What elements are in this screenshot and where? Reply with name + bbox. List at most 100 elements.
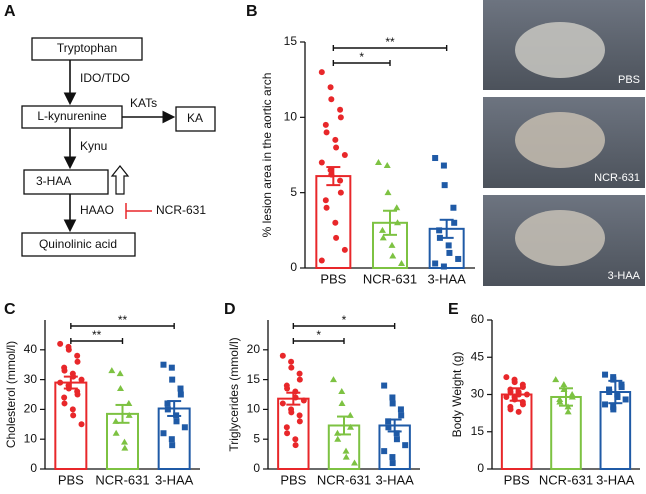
data-point <box>333 234 340 241</box>
data-point <box>318 257 325 264</box>
edge-label: KATs <box>130 96 157 110</box>
data-point <box>288 358 295 365</box>
data-point <box>455 255 462 262</box>
edge-label: HAAO <box>80 203 114 217</box>
data-point <box>394 219 402 226</box>
node-box <box>23 169 109 195</box>
significance-label: * <box>342 313 347 327</box>
data-point <box>181 424 188 431</box>
data-point <box>65 346 72 353</box>
data-point <box>507 406 514 413</box>
node-box <box>175 106 216 132</box>
data-point <box>552 376 560 383</box>
data-point <box>284 430 291 437</box>
significance-label: * <box>316 328 321 342</box>
data-point <box>381 448 388 455</box>
data-point <box>389 454 396 461</box>
x-tick-label: NCR-631 <box>95 472 149 487</box>
x-tick-label: PBS <box>280 472 306 487</box>
x-tick-label: 3-HAA <box>376 472 415 487</box>
data-point <box>57 379 64 386</box>
data-point <box>402 442 409 449</box>
data-point <box>318 159 325 166</box>
data-point <box>169 442 176 449</box>
data-point <box>389 394 396 401</box>
data-point <box>397 406 404 413</box>
data-point <box>322 197 329 204</box>
x-tick-label: NCR-631 <box>539 472 593 487</box>
data-point <box>378 226 386 233</box>
edge-label: IDO/TDO <box>80 71 130 85</box>
data-point <box>622 396 629 403</box>
data-point <box>389 400 396 407</box>
x-tick-label: PBS <box>320 271 346 286</box>
data-point <box>78 421 85 428</box>
photos: PBS NCR-631 3-HAA <box>483 0 645 286</box>
y-axis-label: Cholesterol (mmol/l) <box>4 341 18 448</box>
data-point <box>383 162 391 169</box>
data-point <box>602 401 609 408</box>
data-point <box>160 361 167 368</box>
panel-label: B <box>246 3 258 20</box>
data-point <box>560 381 568 388</box>
data-point <box>519 401 526 408</box>
node-label: Quinolinic acid <box>39 237 117 251</box>
data-point <box>116 370 124 377</box>
panel-label: D <box>224 301 236 318</box>
data-point <box>347 423 355 430</box>
data-point <box>327 84 334 91</box>
data-point <box>337 106 344 113</box>
y-tick-label: 40 <box>24 342 38 356</box>
data-point <box>389 252 397 259</box>
data-point <box>296 370 303 377</box>
data-point <box>108 367 116 374</box>
data-point <box>338 388 346 395</box>
significance-label: * <box>359 50 364 64</box>
node-label: L-kynurenine <box>37 109 107 123</box>
x-tick-label: PBS <box>504 472 530 487</box>
significance-label: ** <box>118 313 128 327</box>
data-point <box>338 399 346 406</box>
data-point <box>381 382 388 389</box>
data-point <box>507 389 514 396</box>
bar <box>500 393 533 470</box>
y-tick-label: 15 <box>247 372 261 386</box>
photo-label: PBS <box>618 74 640 86</box>
data-point <box>300 397 307 404</box>
data-point <box>296 412 303 419</box>
data-point <box>288 409 295 416</box>
data-point <box>169 376 176 383</box>
data-point <box>296 418 303 425</box>
data-point <box>74 358 81 365</box>
data-point <box>393 436 400 443</box>
panel-label: C <box>4 301 16 318</box>
y-tick-label: 5 <box>253 431 260 445</box>
data-point <box>279 352 286 359</box>
data-point <box>398 412 405 419</box>
data-point <box>503 374 510 381</box>
data-point <box>117 385 124 392</box>
data-point <box>296 376 303 383</box>
x-tick-label: PBS <box>58 472 84 487</box>
data-point <box>388 241 396 248</box>
data-point <box>337 114 344 121</box>
data-point <box>69 406 76 413</box>
y-tick-label: 20 <box>247 342 261 356</box>
photo-tissue <box>515 112 605 168</box>
data-point <box>292 442 299 449</box>
data-point <box>393 430 400 437</box>
photo-label: 3-HAA <box>608 270 641 282</box>
data-point <box>125 411 133 418</box>
data-point <box>523 391 530 398</box>
data-point <box>440 263 447 270</box>
data-point <box>610 406 617 413</box>
photo-tissue <box>515 210 605 266</box>
data-point <box>610 376 617 383</box>
node-label: 3-HAA <box>36 174 71 188</box>
data-point <box>602 371 609 378</box>
data-point <box>341 246 348 253</box>
data-point <box>164 400 171 407</box>
data-point <box>618 384 625 391</box>
data-point <box>61 400 68 407</box>
